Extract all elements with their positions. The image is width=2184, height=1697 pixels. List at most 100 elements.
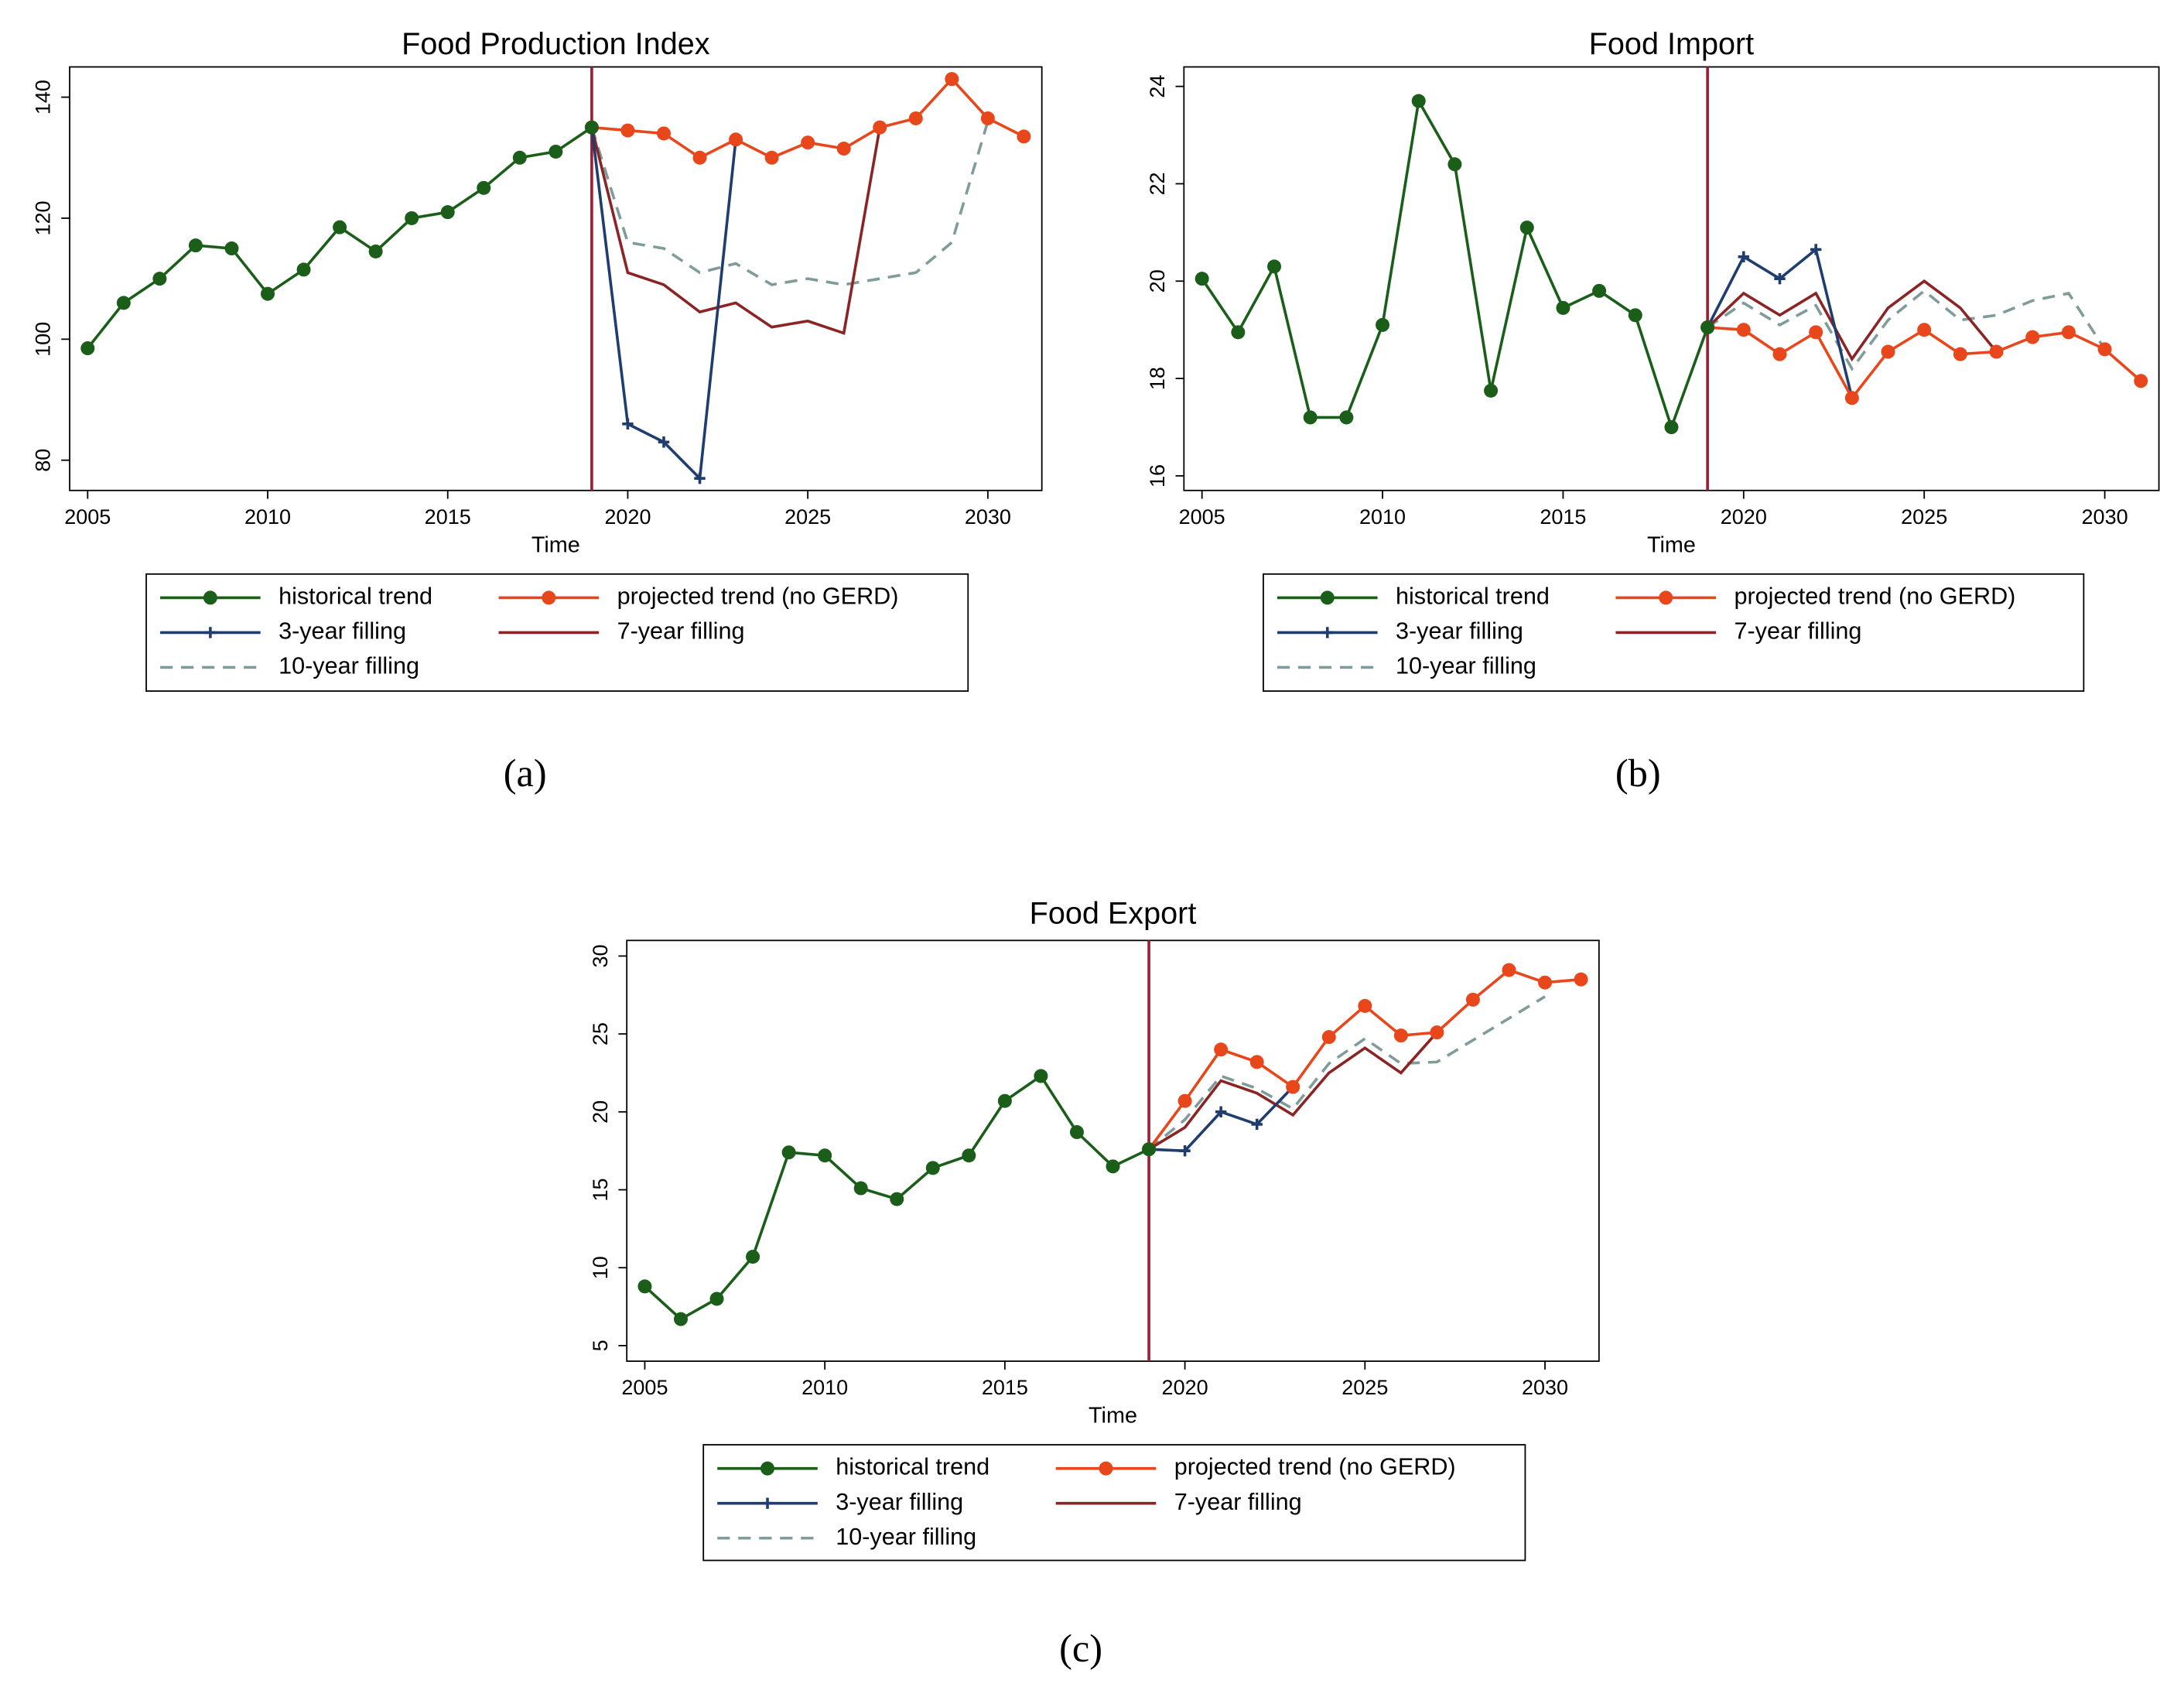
data-point (709, 1292, 724, 1306)
x-axis-label: Time (1647, 532, 1696, 557)
data-point (2097, 342, 2112, 357)
data-point (1447, 157, 1462, 172)
data-point (333, 220, 347, 234)
data-point (405, 210, 419, 225)
legend-label: historical trend (836, 1454, 989, 1480)
data-point (980, 111, 995, 125)
legend-marker (760, 1461, 775, 1476)
x-tick-label: 2010 (244, 505, 291, 529)
data-point (1267, 259, 1282, 274)
y-tick-label: 25 (589, 1022, 612, 1045)
x-tick-label: 2025 (1342, 1376, 1388, 1399)
y-tick-label: 15 (589, 1179, 612, 1202)
data-point (1214, 1042, 1229, 1057)
x-tick-label: 2025 (1901, 505, 1947, 529)
legend-label: projected trend (no GERD) (617, 583, 899, 610)
data-point (908, 111, 923, 125)
data-point (1411, 94, 1426, 108)
data-point (1177, 1093, 1192, 1108)
data-point (1519, 221, 1534, 235)
panel-caption: (b) (1615, 751, 1661, 795)
data-point (1484, 383, 1499, 398)
data-point (1034, 1069, 1048, 1083)
data-point (1810, 244, 1822, 255)
data-point (1774, 272, 1786, 285)
y-tick-label: 24 (1146, 75, 1169, 98)
data-point (1376, 317, 1390, 332)
y-tick-label: 120 (32, 200, 55, 235)
plot-frame (69, 66, 1043, 491)
data-point (1286, 1079, 1300, 1094)
y-tick-label: 5 (589, 1339, 612, 1351)
legend-label: projected trend (no GERD) (1734, 583, 2015, 610)
chart-title: Food Production Index (402, 27, 710, 61)
legend-label: 3-year filling (1396, 618, 1523, 645)
legend-marker (542, 590, 556, 605)
data-point (764, 150, 779, 165)
x-axis-label: Time (1089, 1404, 1137, 1428)
plot-frame (626, 939, 1600, 1362)
data-point (1664, 420, 1679, 435)
data-point (1179, 1144, 1191, 1157)
data-point (152, 272, 167, 286)
legend-label: historical trend (279, 583, 432, 610)
x-tick-label: 2030 (965, 505, 1011, 529)
data-point (368, 244, 383, 258)
data-point (673, 1312, 688, 1326)
data-point (1358, 998, 1372, 1013)
data-point (1844, 391, 1859, 405)
data-point (692, 150, 707, 165)
data-point (1953, 347, 1967, 361)
x-axis-label: Time (531, 532, 580, 557)
x-tick-label: 2010 (801, 1376, 848, 1399)
series-line (1147, 995, 1546, 1151)
data-point (1556, 300, 1570, 315)
data-point (261, 286, 275, 301)
data-point (1339, 410, 1354, 425)
data-point (1772, 347, 1787, 361)
data-point (1430, 1025, 1444, 1040)
y-tick-label: 16 (1146, 464, 1169, 488)
data-point (1231, 325, 1246, 340)
data-point (818, 1148, 832, 1163)
legend-label: 10-year filling (836, 1524, 976, 1550)
data-point (781, 1145, 796, 1160)
data-point (1989, 344, 2004, 359)
series-line (1706, 279, 1998, 362)
series-line (1707, 326, 2142, 401)
data-point (1738, 251, 1750, 263)
data-point (296, 262, 311, 277)
data-point (873, 120, 887, 135)
data-point (890, 1192, 904, 1206)
data-point (1321, 1030, 1336, 1045)
data-point (729, 132, 743, 147)
y-tick-label: 100 (32, 322, 55, 357)
y-tick-label: 20 (1146, 269, 1169, 293)
data-point (637, 1279, 652, 1294)
y-tick-label: 140 (32, 80, 55, 115)
data-point (1017, 129, 1031, 144)
legend-label: 3-year filling (279, 618, 406, 645)
data-point (1917, 323, 1932, 337)
data-point (116, 296, 131, 310)
data-point (1393, 1028, 1408, 1043)
panel-caption: (a) (504, 751, 547, 795)
x-tick-label: 2025 (784, 505, 831, 529)
data-point (1465, 992, 1480, 1007)
data-point (801, 135, 815, 150)
data-point (1538, 975, 1553, 990)
series-line (1148, 1031, 1438, 1151)
data-point (1106, 1159, 1120, 1174)
data-point (997, 1093, 1012, 1108)
x-tick-label: 2030 (2082, 505, 2128, 529)
data-point (1628, 308, 1642, 323)
series-line (1707, 289, 2107, 371)
data-point (80, 341, 95, 356)
legend-label: 7-year filling (1734, 618, 1861, 645)
data-point (656, 126, 671, 141)
data-point (925, 1161, 940, 1175)
data-point (1142, 1142, 1157, 1157)
data-point (2025, 330, 2040, 344)
